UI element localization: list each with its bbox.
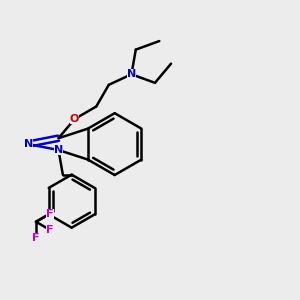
Text: N: N [54, 145, 63, 155]
Text: F: F [32, 233, 40, 243]
Text: O: O [70, 114, 79, 124]
Text: N: N [127, 69, 136, 79]
Text: F: F [46, 209, 54, 219]
Text: F: F [46, 225, 54, 235]
Text: N: N [23, 139, 33, 149]
